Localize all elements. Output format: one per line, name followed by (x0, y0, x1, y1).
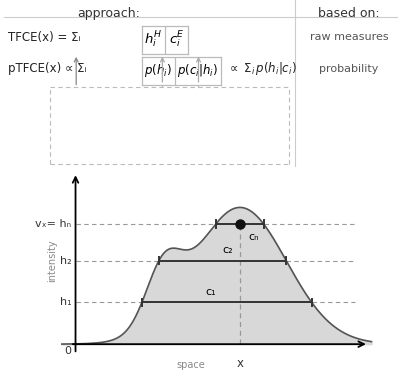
Text: TFCE(x) = Σᵢ: TFCE(x) = Σᵢ (8, 31, 81, 44)
Text: $\propto\ \Sigma_i\,p(h_i|c_i)$: $\propto\ \Sigma_i\,p(h_i|c_i)$ (227, 60, 296, 77)
Text: intensity: intensity (47, 240, 57, 282)
Text: cₙ: cₙ (248, 232, 259, 243)
Text: approach:: approach: (77, 7, 140, 20)
Text: h₂: h₂ (60, 256, 71, 266)
Text: $p(h_i)$: $p(h_i)$ (144, 62, 172, 79)
Text: pTFCE(x) ∝ Σᵢ: pTFCE(x) ∝ Σᵢ (8, 62, 87, 75)
Text: $h_i^H$: $h_i^H$ (144, 30, 162, 50)
Text: x: x (237, 357, 243, 370)
Text: $c_i^E$: $c_i^E$ (169, 30, 185, 50)
Text: 0: 0 (65, 346, 71, 356)
Text: h₁: h₁ (60, 298, 71, 308)
Text: raw measures: raw measures (310, 32, 388, 42)
Text: based on:: based on: (318, 7, 380, 20)
Text: vₓ= hₙ: vₓ= hₙ (35, 219, 71, 229)
Text: c₁: c₁ (205, 287, 216, 296)
Text: $p(c_i|h_i)$: $p(c_i|h_i)$ (177, 62, 217, 79)
Text: space: space (176, 360, 205, 370)
Text: c₂: c₂ (223, 245, 233, 255)
Text: probability: probability (319, 64, 379, 74)
